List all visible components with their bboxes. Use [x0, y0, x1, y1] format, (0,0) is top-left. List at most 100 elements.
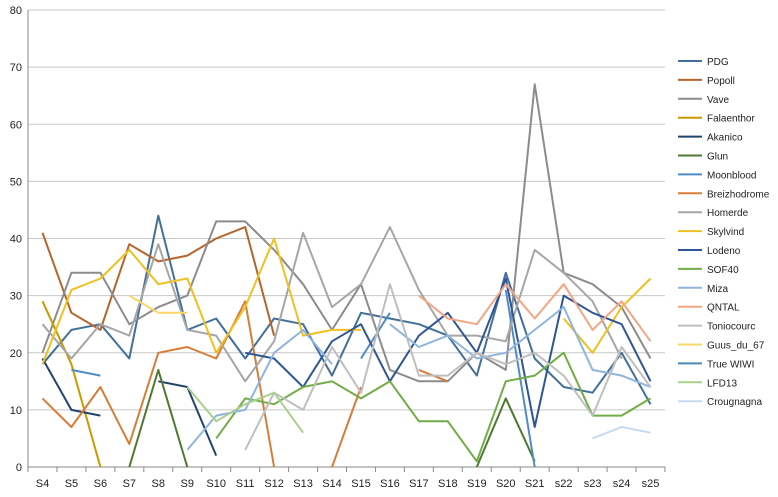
- series-line-segment: [41, 226, 623, 383]
- series-line-segment: [128, 294, 188, 314]
- series-crougnagna: [592, 426, 651, 440]
- series-qntal: [418, 283, 652, 342]
- series-line-segment: [186, 328, 333, 451]
- x-tick-label: S11: [236, 478, 255, 490]
- series-line-segment: [245, 277, 652, 428]
- legend-label: Vave: [707, 95, 729, 106]
- series-line-segment: [41, 300, 102, 468]
- legend: PDG Popoll Vave Falaenthor Akanico Glun Moonbl…: [678, 57, 770, 408]
- series-line-segment: [562, 277, 652, 354]
- series-line-segment: [389, 306, 651, 388]
- legend-item: Miza: [678, 284, 729, 295]
- series-line-segment: [71, 368, 101, 377]
- series-lines: [41, 83, 652, 468]
- legend-label: Moonblood: [707, 170, 756, 181]
- legend-item: SOF40: [678, 265, 739, 276]
- x-tick-label: s22: [555, 478, 573, 490]
- legend-item: Crougnagna: [678, 397, 762, 408]
- y-tick-label: 60: [10, 119, 22, 131]
- y-tick-label: 70: [10, 62, 22, 74]
- legend-label: Glun: [707, 152, 728, 163]
- legend-item: Popoll: [678, 76, 735, 87]
- series-line-segment: [41, 83, 652, 383]
- legend-label: Lodeno: [707, 246, 741, 257]
- legend-label: Crougnagna: [707, 397, 762, 408]
- legend-item: Vave: [678, 95, 729, 106]
- legend-label: Miza: [707, 284, 729, 295]
- series-line-segment: [186, 386, 304, 434]
- legend-item: PDG: [678, 57, 729, 68]
- series-line-segment: [215, 351, 652, 463]
- x-tick-label: S21: [525, 478, 545, 490]
- x-tick-label: S6: [94, 478, 107, 490]
- y-tick-label: 20: [10, 348, 22, 360]
- series-lodeno: [245, 277, 652, 428]
- legend-item: Skylvind: [678, 227, 744, 238]
- series-homerde: [41, 226, 623, 383]
- series-line-segment: [128, 368, 189, 468]
- legend-label: Akanico: [707, 133, 743, 144]
- legend-item: Falaenthor: [678, 114, 755, 125]
- series-line-segment: [158, 380, 218, 456]
- x-tick-label: S5: [65, 478, 78, 490]
- x-tick-label: S17: [409, 478, 429, 490]
- legend-label: LFD13: [707, 378, 737, 389]
- x-tick-label: S12: [264, 478, 284, 490]
- legend-label: Guus_du_67: [707, 341, 765, 352]
- legend-item: Guus_du_67: [678, 341, 765, 352]
- series-line-segment: [592, 426, 651, 440]
- legend-label: Popoll: [707, 76, 735, 87]
- legend-label: PDG: [707, 57, 729, 68]
- y-tick-label: 40: [10, 234, 22, 246]
- series-line-segment: [41, 300, 276, 468]
- x-tick-label: S10: [206, 478, 226, 490]
- series-guus-du-67: [128, 294, 188, 314]
- y-tick-label: 80: [10, 5, 22, 17]
- x-tick-label: S7: [123, 478, 136, 490]
- x-tick-label: s24: [613, 478, 631, 490]
- legend-item: Lodeno: [678, 246, 741, 257]
- series-line-segment: [41, 226, 276, 336]
- x-tick-label: s23: [584, 478, 602, 490]
- y-tick-label: 0: [16, 462, 22, 474]
- series-line-segment: [418, 283, 652, 342]
- series-vave: [41, 83, 652, 383]
- x-tick-label: S8: [152, 478, 165, 490]
- series-line-segment: [41, 358, 101, 417]
- x-tick-label: S14: [322, 478, 342, 490]
- legend-label: Toniocourc: [707, 322, 755, 333]
- x-tick-label: S20: [496, 478, 516, 490]
- legend-item: Homerde: [678, 208, 749, 219]
- x-tick-label: S15: [351, 478, 371, 490]
- legend-label: SOF40: [707, 265, 739, 276]
- legend-item: Glun: [678, 152, 728, 163]
- series-miza: [186, 306, 651, 451]
- legend-item: Breizhodrome: [678, 189, 770, 200]
- series-sof40: [215, 351, 652, 463]
- series-glun: [128, 368, 536, 468]
- series-lfd13: [186, 386, 304, 434]
- legend-item: Toniocourc: [678, 322, 755, 333]
- series-popoll: [41, 226, 276, 336]
- series-line-segment: [244, 283, 652, 451]
- x-tick-label: S19: [467, 478, 487, 490]
- y-tick-label: 30: [10, 291, 22, 303]
- legend-item: QNTAL: [678, 303, 740, 314]
- x-tick-label: S4: [36, 478, 49, 490]
- y-tick-label: 50: [10, 176, 22, 188]
- legend-item: LFD13: [678, 378, 737, 389]
- legend-label: Falaenthor: [707, 114, 755, 125]
- x-tick-label: S18: [438, 478, 458, 490]
- series-falaenthor: [41, 300, 102, 468]
- legend-item: Akanico: [678, 133, 743, 144]
- x-tick-label: S13: [293, 478, 313, 490]
- legend-label: Skylvind: [707, 227, 744, 238]
- legend-label: QNTAL: [707, 303, 740, 314]
- x-tick-label: S16: [380, 478, 400, 490]
- legend-item: True WIWI: [678, 359, 754, 370]
- gridlines: [28, 9, 665, 411]
- series-line-segment: [331, 386, 362, 468]
- y-tick-label: 10: [10, 405, 22, 417]
- series-toniocourc: [244, 283, 652, 451]
